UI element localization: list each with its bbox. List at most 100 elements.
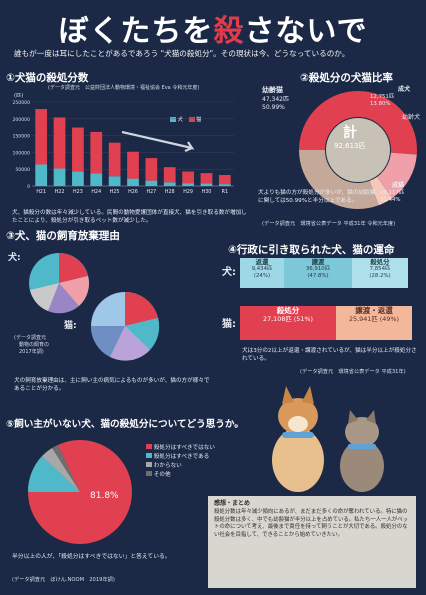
opinion-legend-swatch-1 xyxy=(146,452,152,458)
bar-cat xyxy=(182,171,194,184)
youki-values: 47,342匹 50.99% xyxy=(262,96,289,112)
section3-dog-label: 犬: xyxy=(8,253,21,263)
x-tick-label: H22 xyxy=(55,189,65,195)
section1-note: 犬、猫殺分の数は年々減少している。民間の動物愛護団体が直接犬、猫を引き取る数が増… xyxy=(12,210,247,224)
dog-pie-slice-4 xyxy=(30,283,59,311)
bar-dog xyxy=(163,182,176,186)
section2-note: 犬よりも猫の方が殺処分が多いが、猫の幼齢猫に関しては50.99%と半分以上である… xyxy=(258,190,376,204)
y-tick-label: 50000 xyxy=(15,167,30,173)
section4-source: (データ調査元 環境省公表データ 平成31年) xyxy=(300,369,406,375)
poster-title: ぼくたちを殺さないで xyxy=(0,6,426,50)
x-tick-label: H26 xyxy=(128,189,138,195)
x-tick-label: H28 xyxy=(165,189,175,195)
opinion-legend-item-1: 殺処分はすべきである xyxy=(146,452,215,462)
opinion-legend-swatch-3 xyxy=(146,470,152,476)
label-youki: 幼齢猫 xyxy=(262,86,283,94)
afterword-title: 感想・まとめ xyxy=(214,500,251,507)
cat-box-kill-value: 27,108匹 (51%) xyxy=(263,315,313,324)
title-part-red: 殺 xyxy=(213,14,245,49)
section4-dog-label: 犬: xyxy=(222,267,236,278)
dog-ear-left xyxy=(282,386,294,404)
section3-note: 犬の飼育放棄理由は、主に飼い主の病気によるものが多いが、猫の方が様々であることが… xyxy=(14,378,210,392)
trend-arrow xyxy=(121,130,195,153)
opinion-legend-label-2: わからない xyxy=(153,462,182,469)
section5-source: (データ調査元 ぼけん.NOOM 2019年調) xyxy=(12,577,115,583)
dog-pie-slice-2 xyxy=(59,276,89,306)
cat-pie-slice-3 xyxy=(110,326,150,361)
bar-cat xyxy=(218,175,231,185)
section3-source: (データ調査元 動物の飼育の 2017年調) xyxy=(14,335,50,355)
cat-box-kill: 殺処分 27,108匹 (51%) xyxy=(240,306,336,340)
bar-dog xyxy=(72,171,84,186)
dog-box-return-title: 返還 xyxy=(255,258,269,266)
y-tick-label: 0 xyxy=(27,184,30,190)
legend-cat-label: 猫 xyxy=(196,117,202,123)
dog-box-kill: 殺処分 7,854匹 (28.2%) xyxy=(352,258,408,288)
kill-ratio-donut-chart xyxy=(299,91,417,209)
cat-collar xyxy=(348,444,376,449)
bar-cat xyxy=(72,127,84,172)
opinion-legend-swatch-2 xyxy=(146,461,152,467)
bar-dog xyxy=(35,164,48,186)
bar-dog xyxy=(108,176,121,186)
title-part-a: ぼくたちを xyxy=(58,14,214,49)
section2-heading: ②殺処分の犬猫比率 xyxy=(300,72,393,84)
section3-cat-label: 猫: xyxy=(64,321,77,331)
dog-scarf xyxy=(282,432,314,438)
seiken-values: 12,751匹 13.80% xyxy=(370,94,395,108)
cat-reason-pie xyxy=(90,292,160,361)
y-tick-label: 250000 xyxy=(12,100,30,106)
donut-center xyxy=(326,118,390,182)
dog-box-kill-value: 7,854匹 (28.2%) xyxy=(369,266,391,279)
x-tick-label: H25 xyxy=(110,189,120,195)
bar-dog xyxy=(218,184,231,186)
section1-heading: ①犬猫の殺処分数 xyxy=(6,72,89,84)
legend-dog: 犬 猫 xyxy=(170,116,201,123)
dog-body xyxy=(272,428,324,492)
dog-box-return-value: 9,434匹 (24%) xyxy=(251,266,273,279)
section4-note: 犬は3分の2以上が返還・譲渡されているが、猫は半分以上が殺処分されている。 xyxy=(242,348,417,362)
label-seibyo: 成猫 xyxy=(392,182,405,189)
cat-ear-left xyxy=(348,410,358,424)
x-tick-label: H30 xyxy=(202,189,212,195)
bar-dog xyxy=(200,183,213,186)
seibyo-values: 29,117匹 31.44% xyxy=(380,190,405,204)
opinion-legend-label-3: その他 xyxy=(153,471,171,478)
cat-pie-slice-4 xyxy=(90,326,125,357)
dog-and-cat-illustration xyxy=(272,386,384,492)
legend-dog-swatch xyxy=(170,117,176,122)
bar-cat xyxy=(35,109,48,165)
opinion-legend-item-2: わからない xyxy=(146,461,215,471)
bar-dog xyxy=(90,173,103,186)
cat-head xyxy=(345,417,379,447)
section4-heading: ④行政に引き取られた犬、猫の運命 xyxy=(228,244,395,256)
cat-body xyxy=(340,440,384,492)
y-tick-label: 100000 xyxy=(12,150,30,156)
dog-box-transfer: 譲渡 36,910匹 (47.8%) xyxy=(284,258,352,288)
x-tick-label: H23 xyxy=(73,189,83,195)
dog-box-return: 返還 9,434匹 (24%) xyxy=(240,258,284,288)
x-tick-label: H24 xyxy=(91,189,101,195)
opinion-pie-slice-unknown xyxy=(42,448,80,492)
bar-cat xyxy=(145,158,158,181)
opinion-legend-item-0: 殺処分はすべきではない xyxy=(146,444,215,453)
dog-pie-slice-3 xyxy=(48,283,79,314)
bar-dog xyxy=(53,168,66,186)
donut-segment-seibyo xyxy=(299,91,417,209)
cat-pie-slice-2 xyxy=(125,318,160,350)
y-tick-label: 200000 xyxy=(12,117,30,123)
opinion-legend-label-1: 殺処分はすべきである xyxy=(153,453,210,460)
label-youken: 幼齢犬 xyxy=(402,114,421,121)
bar-cat xyxy=(108,142,121,177)
kill-count-bar-chart: 250000 200000 150000 100000 50000 0 H21 H22 H23 H… xyxy=(12,100,234,195)
section5-note: 半分以上の人が、「殺処分はすべきではない」と答えている。 xyxy=(12,554,171,560)
afterword-box: 感想・まとめ 殺処分数は年々減少傾向にあるが、まだまだ多くの命が奪われている。特… xyxy=(208,496,416,588)
bar-cat xyxy=(163,167,176,183)
donut-center-label: 計 xyxy=(343,125,357,141)
label-seiken: 成犬 xyxy=(398,86,411,93)
opinion-legend-item-3: その他 xyxy=(146,470,215,480)
section1-source: (データ調査元 公益財団法人動物環境・福祉協会 Eva 令和元年度) xyxy=(48,85,200,91)
legend-dog-label: 犬 xyxy=(177,117,183,123)
title-part-b: さないで xyxy=(244,14,368,49)
